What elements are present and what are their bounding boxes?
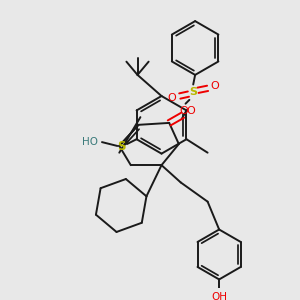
Text: O: O (186, 106, 195, 116)
Text: OH: OH (211, 292, 227, 300)
Text: O: O (179, 106, 188, 116)
Text: HO: HO (82, 137, 98, 147)
Text: S: S (189, 87, 197, 97)
Text: O: O (210, 81, 219, 92)
Text: S: S (117, 140, 125, 153)
Text: O: O (168, 93, 176, 103)
